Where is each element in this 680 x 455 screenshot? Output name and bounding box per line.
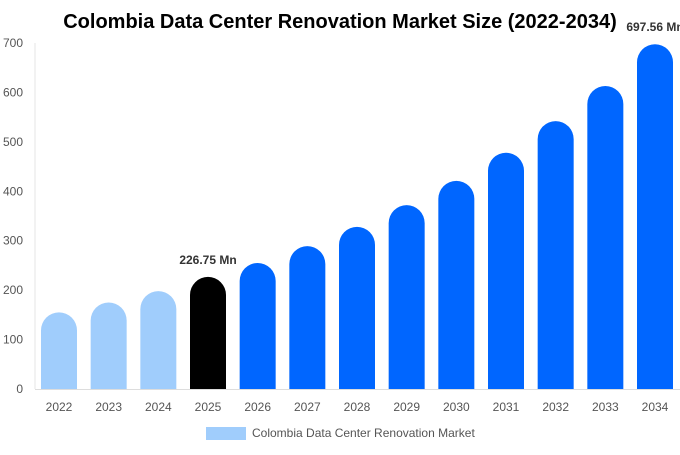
x-tick-label: 2031 xyxy=(493,400,520,414)
bar-2024[interactable] xyxy=(140,291,177,389)
bar-2023[interactable] xyxy=(90,302,127,390)
legend[interactable]: Colombia Data Center Renovation Market xyxy=(206,426,475,440)
chart-title: Colombia Data Center Renovation Market S… xyxy=(63,11,617,33)
x-tick-label: 2023 xyxy=(95,400,122,414)
data-label: 226.75 Mn xyxy=(179,253,236,267)
data-label: 697.56 Mn xyxy=(626,20,680,34)
bar-2032[interactable] xyxy=(537,121,574,389)
x-tick-label: 2027 xyxy=(294,400,321,414)
x-tick-label: 2028 xyxy=(344,400,371,414)
x-tick-label: 2032 xyxy=(542,400,569,414)
y-tick-label: 0 xyxy=(16,382,23,396)
x-tick-label: 2030 xyxy=(443,400,470,414)
legend-swatch xyxy=(206,427,246,440)
y-tick-label: 300 xyxy=(3,234,23,248)
y-tick-label: 100 xyxy=(3,333,23,347)
y-tick-label: 500 xyxy=(3,135,23,149)
bars xyxy=(41,44,673,390)
x-tick-label: 2026 xyxy=(244,400,271,414)
x-tick-label: 2034 xyxy=(642,400,669,414)
x-axis: 2022 2023 2024 2025 2026 2027 2028 2029 2030 2031… xyxy=(35,389,680,414)
bar-2034[interactable] xyxy=(637,44,673,390)
y-tick-label: 600 xyxy=(3,85,23,99)
y-tick-label: 200 xyxy=(3,283,23,297)
x-tick-label: 2033 xyxy=(592,400,619,414)
bar-2022[interactable] xyxy=(41,312,77,389)
bar-2033[interactable] xyxy=(587,86,624,389)
bar-2028[interactable] xyxy=(339,226,375,389)
x-tick-label: 2025 xyxy=(195,400,222,414)
bar-2030[interactable] xyxy=(438,180,475,389)
bar-2029[interactable] xyxy=(388,205,425,389)
data-labels: 226.75 Mn 697.56 Mn xyxy=(179,20,680,267)
x-tick-label: 2024 xyxy=(145,400,172,414)
x-tick-label: 2029 xyxy=(393,400,420,414)
y-tick-label: 400 xyxy=(3,184,23,198)
bar-2031[interactable] xyxy=(488,152,524,389)
y-axis: 0 100 200 300 400 500 600 700 xyxy=(3,36,36,396)
bar-2027[interactable] xyxy=(289,246,326,389)
bar-2026[interactable] xyxy=(239,262,276,389)
y-tick-label: 700 xyxy=(3,36,23,50)
bar-2025[interactable] xyxy=(190,276,226,389)
legend-label: Colombia Data Center Renovation Market xyxy=(252,426,475,440)
x-tick-label: 2022 xyxy=(46,400,73,414)
